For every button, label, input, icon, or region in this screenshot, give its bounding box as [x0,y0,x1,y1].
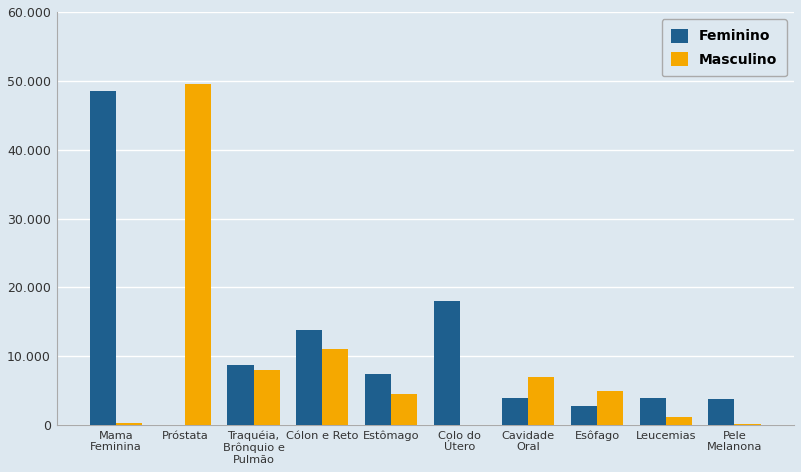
Bar [90,91,116,425]
Bar [708,399,735,425]
Bar [502,397,529,425]
Bar [116,423,143,425]
Bar [391,394,417,425]
Bar [364,373,391,425]
Bar [296,330,322,425]
Bar [254,370,280,425]
Bar [227,365,254,425]
Bar [666,417,692,425]
Bar [640,397,666,425]
Legend: Feminino, Masculino: Feminino, Masculino [662,19,787,76]
Bar [571,406,597,425]
Bar [322,349,348,425]
Bar [597,391,623,425]
Bar [735,424,760,425]
Bar [433,301,460,425]
Bar [529,377,554,425]
Bar [185,84,211,425]
